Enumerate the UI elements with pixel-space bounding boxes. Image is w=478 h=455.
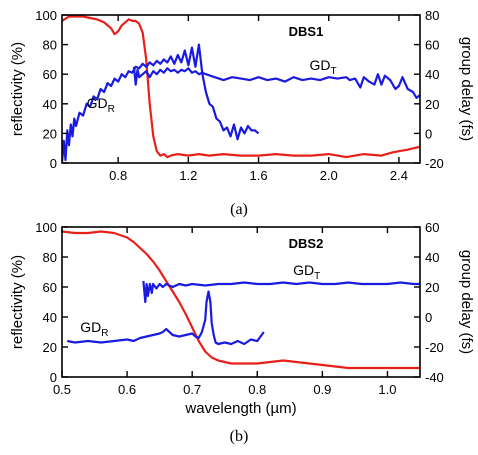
x-tick-label: 2.0 [320,168,338,183]
y-axis-label-left: reflectivity (%) [9,42,26,136]
panel-caption: (a) [230,201,248,218]
y-tick-label-right: -20 [425,156,444,171]
y-tick-label-left: 20 [43,340,57,355]
y-axis-label-left: reflectivity (%) [9,255,26,349]
x-tick-label: 0.8 [109,168,127,183]
y-tick-label-left: 0 [50,370,57,385]
y-tick-label-left: 60 [43,67,57,82]
annotation-t: GDT [293,262,320,282]
y-tick-label-right: 0 [425,126,432,141]
y-tick-label-left: 80 [43,250,57,265]
panel-caption: (b) [230,428,249,445]
x-tick-label: 0.8 [248,382,266,397]
x-tick-label: 0.7 [183,382,201,397]
y-tick-label-left: 80 [43,38,57,53]
y-tick-label-right: -20 [425,340,444,355]
y-tick-label-right: 20 [425,280,439,295]
y-tick-label-left: 0 [50,156,57,171]
x-tick-label: 0.5 [53,382,71,397]
annotation-r: GDR [80,319,108,339]
annotation-t: GDT [309,57,336,77]
y-tick-label-right: 60 [425,220,439,235]
plot-frame [61,226,421,378]
y-tick-label-left: 40 [43,310,57,325]
x-tick-label: 1.0 [378,382,396,397]
series-line-gd_r [62,43,260,163]
y-tick-label-left: 20 [43,126,57,141]
y-tick-label-right: 60 [425,38,439,53]
y-tick-label-left: 40 [43,97,57,112]
y-tick-label-left: 100 [35,220,57,235]
plot-frame [61,14,421,164]
x-axis-label: wavelength (µm) [184,400,296,417]
series-line-gd_t [142,280,420,304]
x-tick-label: 2.4 [390,168,408,183]
annotation-r: GDR [87,95,115,115]
panel-title: DBS2 [289,236,324,251]
y-axis-label-right: group delay (fs) [458,250,475,354]
y-tick-label-right: 40 [425,67,439,82]
y-tick-label-right: 80 [425,8,439,23]
series-line-gd_r [66,290,265,346]
series-line-gd_t [132,66,420,100]
x-tick-label: 1.6 [250,168,268,183]
y-tick-label-right: -40 [425,370,444,385]
series-line-reflectivity [62,15,420,159]
y-axis-label-right: group delay (fs) [458,37,475,141]
y-tick-label-right: 0 [425,310,432,325]
x-tick-label: 1.2 [179,168,197,183]
chart-panel-b: 0.5 0.6 0.7 0.8 0.9 1.0 0 20 40 60 80 100 -40 -20 0 20 4… [9,220,475,445]
y-tick-label-left: 60 [43,280,57,295]
y-tick-label-right: 20 [425,97,439,112]
x-tick-label: 0.6 [118,382,136,397]
y-tick-label-left: 100 [35,8,57,23]
panel-title: DBS1 [289,24,324,39]
chart-panel-a: 0.8 1.2 1.6 2.0 2.4 0 20 40 60 80 100 -20 0 20 40 60 80 r… [9,8,475,218]
x-tick-label: 0.9 [313,382,331,397]
y-tick-label-right: 40 [425,250,439,265]
series-line-reflectivity [62,230,420,370]
